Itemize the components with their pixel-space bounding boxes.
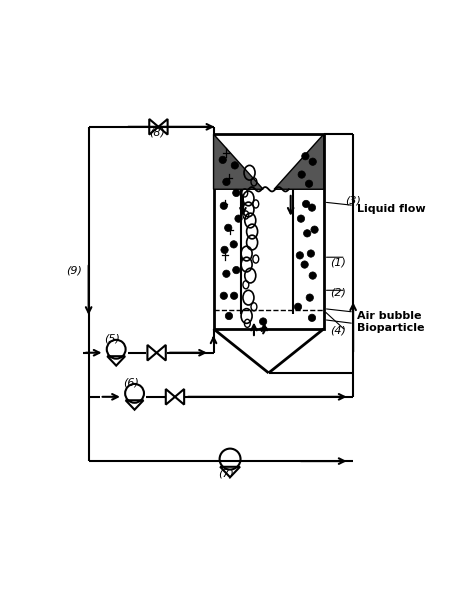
Circle shape (297, 215, 305, 222)
Text: (3): (3) (345, 195, 361, 205)
Circle shape (308, 314, 316, 321)
Circle shape (219, 156, 227, 164)
Circle shape (311, 226, 318, 233)
Circle shape (235, 215, 242, 222)
Text: Air bubble: Air bubble (327, 309, 421, 321)
Circle shape (303, 229, 311, 237)
Circle shape (306, 294, 313, 301)
Text: (7): (7) (219, 469, 234, 479)
Circle shape (233, 266, 240, 274)
Circle shape (294, 303, 301, 311)
Polygon shape (213, 134, 263, 189)
Text: (4): (4) (330, 326, 346, 336)
Polygon shape (274, 134, 324, 189)
Circle shape (308, 204, 316, 211)
Text: Bioparticle: Bioparticle (327, 320, 424, 333)
Circle shape (309, 272, 316, 279)
Circle shape (223, 178, 230, 186)
Text: (1): (1) (330, 258, 346, 267)
Circle shape (220, 202, 228, 209)
Circle shape (301, 152, 309, 160)
Text: (2): (2) (330, 287, 346, 297)
Text: (9): (9) (66, 265, 82, 275)
Circle shape (259, 318, 267, 325)
Circle shape (225, 313, 233, 320)
Circle shape (305, 180, 313, 187)
Circle shape (230, 241, 237, 248)
Circle shape (221, 246, 228, 254)
Circle shape (231, 162, 238, 169)
Circle shape (302, 200, 310, 208)
Circle shape (225, 224, 232, 231)
Circle shape (301, 261, 308, 268)
Circle shape (298, 171, 305, 178)
Circle shape (309, 158, 316, 165)
Circle shape (233, 189, 240, 197)
Circle shape (220, 292, 228, 299)
Circle shape (223, 270, 230, 278)
Text: (5): (5) (105, 333, 120, 343)
Bar (213, 134, 324, 329)
Text: (6): (6) (123, 377, 139, 387)
Text: (8): (8) (149, 127, 164, 138)
Text: Liquid flow: Liquid flow (327, 202, 426, 215)
Circle shape (230, 292, 238, 299)
Circle shape (296, 251, 303, 259)
Circle shape (307, 250, 315, 257)
